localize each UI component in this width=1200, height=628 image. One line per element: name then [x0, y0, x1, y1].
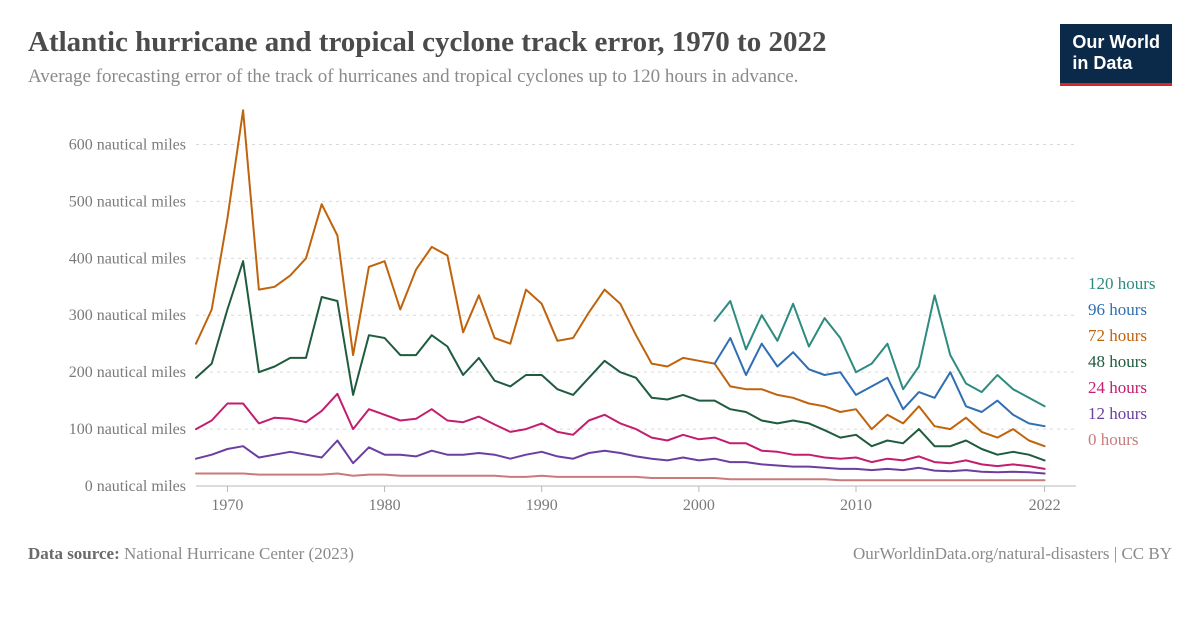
legend-label: 12 hours: [1088, 404, 1147, 423]
owid-logo: Our World in Data: [1060, 24, 1172, 86]
legend-label: 0 hours: [1088, 430, 1139, 449]
y-axis-tick-label: 100 nautical miles: [69, 421, 186, 438]
source-value: National Hurricane Center (2023): [124, 544, 354, 563]
title-block: Atlantic hurricane and tropical cyclone …: [28, 24, 826, 88]
x-axis-tick-label: 2022: [1029, 497, 1061, 514]
y-axis-tick-label: 400 nautical miles: [69, 251, 186, 268]
legend-label: 72 hours: [1088, 326, 1147, 345]
series-line: [196, 261, 1045, 460]
chart-container: Atlantic hurricane and tropical cyclone …: [0, 0, 1200, 628]
y-axis-tick-label: 0 nautical miles: [85, 478, 186, 495]
header: Atlantic hurricane and tropical cyclone …: [28, 24, 1172, 88]
y-axis-tick-label: 300 nautical miles: [69, 307, 186, 324]
logo-line1: Our World: [1072, 32, 1160, 52]
x-axis-tick-label: 2000: [683, 497, 715, 514]
attribution: OurWorldinData.org/natural-disasters | C…: [853, 544, 1172, 564]
logo-line2: in Data: [1072, 53, 1132, 73]
chart-title: Atlantic hurricane and tropical cyclone …: [28, 24, 826, 60]
x-axis-tick-label: 2010: [840, 497, 872, 514]
chart-subtitle: Average forecasting error of the track o…: [28, 66, 826, 88]
series-line: [715, 338, 1045, 426]
data-source: Data source: National Hurricane Center (…: [28, 544, 354, 564]
y-axis-tick-label: 600 nautical miles: [69, 137, 186, 154]
y-axis-tick-label: 200 nautical miles: [69, 364, 186, 381]
legend-label: 120 hours: [1088, 274, 1156, 293]
legend-label: 96 hours: [1088, 300, 1147, 319]
x-axis-tick-label: 1990: [526, 497, 558, 514]
series-line: [196, 474, 1045, 481]
series-line: [196, 111, 1045, 447]
footer: Data source: National Hurricane Center (…: [28, 544, 1172, 564]
y-axis-tick-label: 500 nautical miles: [69, 194, 186, 211]
chart-svg: 0 nautical miles 100 nautical miles 200 na…: [28, 106, 1172, 526]
x-axis-tick-label: 1980: [369, 497, 401, 514]
source-label: Data source:: [28, 544, 120, 563]
chart-plot-area: 0 nautical miles 100 nautical miles 200 na…: [28, 106, 1172, 526]
legend-label: 24 hours: [1088, 378, 1147, 397]
legend-label: 48 hours: [1088, 352, 1147, 371]
x-axis-tick-label: 1970: [211, 497, 243, 514]
